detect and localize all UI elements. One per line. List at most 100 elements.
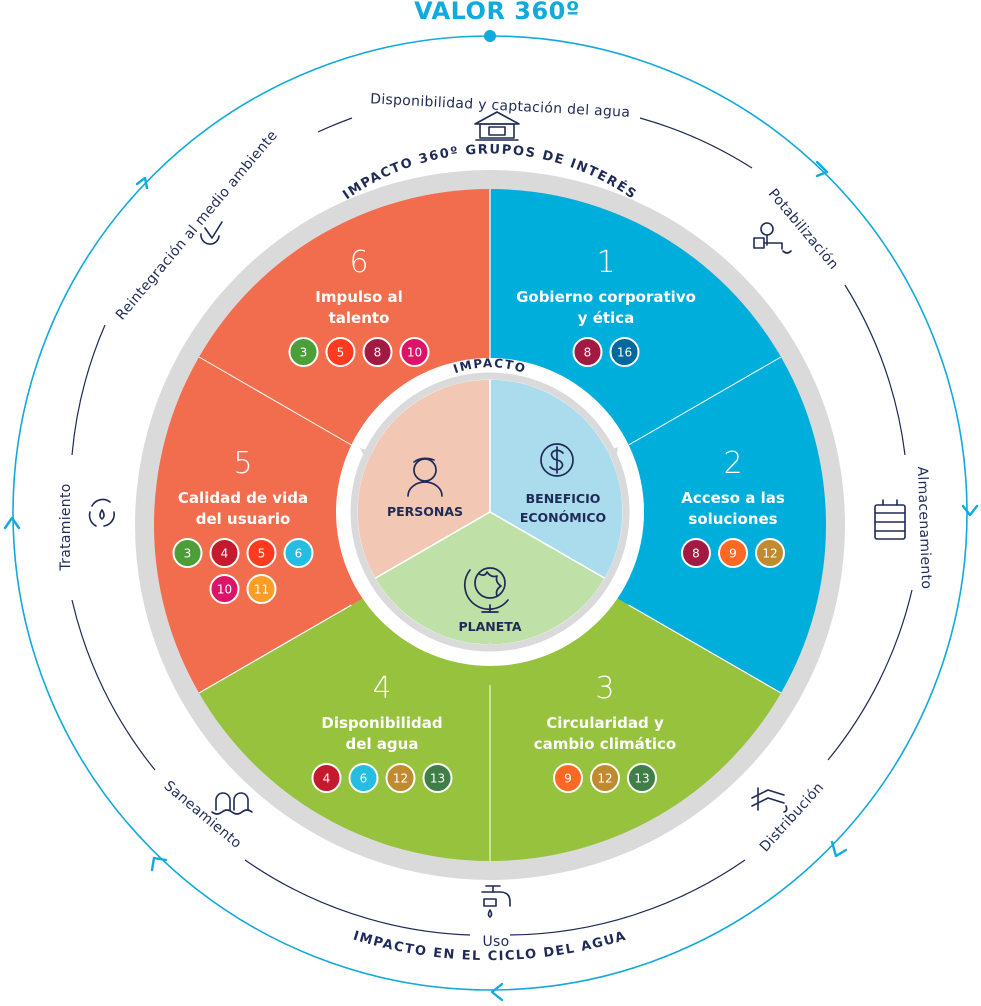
sdg-badge-number: 3 — [184, 547, 192, 561]
arrow-top-left-icon — [135, 176, 149, 190]
core-arrows — [360, 447, 618, 650]
sdg-badge-9: 9 — [718, 538, 748, 568]
sdg-badge-circle — [422, 763, 453, 793]
cycle-stage-potabilizacion: Potabilización — [765, 186, 842, 273]
sdg-badge-number: 16 — [617, 346, 632, 360]
sdg-badge-circle — [681, 538, 711, 568]
sdg-badge-number: 13 — [634, 772, 649, 786]
segment-number: 4 — [372, 671, 391, 706]
globe-icon — [463, 567, 509, 613]
arrow-top-right-icon — [815, 160, 829, 178]
recycle-icon — [88, 498, 115, 527]
sdg-badge-circle — [348, 763, 379, 793]
core-label-beneficio-1: BENEFICIO — [526, 491, 601, 506]
sdg-badge-12: 12 — [755, 538, 785, 568]
page-title: VALOR 360º — [414, 0, 580, 25]
arrow-left-icon — [3, 516, 21, 530]
arrow-right-icon — [961, 504, 979, 517]
sdg-badge-number: 8 — [692, 547, 700, 561]
cycle-stage-uso: Uso — [482, 934, 509, 950]
arrow-bottom-left-icon — [150, 856, 168, 872]
sdg-badge-6: 6 — [348, 763, 379, 793]
segment-1: 1 Gobierno corporativo y ética 8 16 — [516, 245, 696, 367]
segment-title-line2: talento — [329, 309, 390, 327]
sdg-badge-6: 6 — [283, 538, 314, 568]
segment-6: 6 Impulso al talento 3 5 8 10 — [288, 245, 430, 367]
sdg-badge-circle — [627, 763, 657, 793]
sdg-badge-16: 16 — [609, 337, 640, 367]
storage-tank-icon — [874, 499, 906, 540]
sdg-badge-4: 4 — [209, 538, 240, 568]
treatment-plant-icon — [753, 222, 792, 254]
segment-number: 6 — [349, 245, 368, 280]
segment-wedge-2 — [490, 357, 826, 693]
arc-label-inner: IMPACTO — [452, 356, 529, 376]
segment-number: 3 — [595, 671, 614, 706]
sdg-badge-number: 5 — [337, 346, 345, 360]
segment-title-line1: Calidad de vida — [178, 489, 308, 507]
core-label-planeta: PLANETA — [458, 619, 521, 634]
sdg-badge-number: 8 — [584, 346, 592, 360]
sdg-badge-number: 6 — [295, 547, 303, 561]
cycle-stage-almacenamiento: Almacenamiento — [914, 466, 934, 589]
sdg-badge-number: 4 — [221, 547, 229, 561]
sdg-badge-circle — [553, 763, 583, 793]
sdg-badge-circle — [311, 763, 342, 793]
sdg-badge-3: 3 — [288, 337, 319, 367]
segment-divider-1 — [628, 356, 782, 446]
sdg-badge-8: 8 — [362, 337, 393, 367]
segment-title-line1: Gobierno corporativo — [516, 288, 696, 306]
sdg-badge-number: 12 — [762, 547, 777, 561]
sdg-badge-9: 9 — [553, 763, 583, 793]
cycle-arrows — [3, 160, 979, 1002]
sdg-badge-circle — [362, 337, 393, 367]
sdg-badge-circle — [399, 337, 430, 367]
sdg-badge-number: 13 — [430, 772, 445, 786]
sdg-badge-circle — [590, 763, 620, 793]
sdg-badge-circle — [283, 538, 314, 568]
dollar-icon — [540, 443, 574, 477]
water-tank-icon — [474, 111, 520, 141]
sdg-badge-12: 12 — [590, 763, 620, 793]
faucet-icon — [481, 885, 511, 918]
sdg-badge-circle — [755, 538, 785, 568]
sdg-badge-number: 9 — [729, 547, 737, 561]
segment-title-line1: Disponibilidad — [321, 714, 442, 732]
sdg-badge-circle — [572, 337, 603, 367]
core-label-beneficio-2: ECONÓMICO — [520, 510, 606, 525]
person-icon — [407, 457, 443, 497]
segment-title-line2: y ética — [578, 309, 635, 327]
segment-title-line2: cambio climático — [534, 735, 677, 753]
sdg-badge-3: 3 — [172, 538, 203, 568]
sdg-badge-8: 8 — [572, 337, 603, 367]
sdg-badge-number: 10 — [407, 346, 422, 360]
segment-title-line1: Circularidad y — [546, 714, 664, 732]
segment-5: 5 Calidad de vida del usuario 3 4 5 6 10 11 — [172, 446, 314, 604]
impact-core — [356, 378, 624, 646]
sdg-badge-circle — [246, 538, 277, 568]
core-label-personas: PERSONAS — [387, 504, 463, 519]
segment-4: 4 Disponibilidad del agua 4 6 12 13 — [311, 671, 453, 793]
segment-2: 2 Acceso a las soluciones 8 9 12 — [681, 446, 785, 568]
segment-number: 5 — [233, 446, 252, 481]
sdg-badge-number: 8 — [374, 346, 382, 360]
segment-divider-main-3 — [198, 604, 352, 694]
segment-title-line2: del agua — [346, 735, 419, 753]
sdg-badge-12: 12 — [385, 763, 416, 793]
segment-title-line1: Acceso a las — [681, 489, 785, 507]
cycle-stage-tratamiento: Tratamiento — [58, 483, 74, 571]
segment-title-line1: Impulso al — [315, 288, 403, 306]
inner-cycle-ring — [71, 117, 913, 936]
cycle-stage-captacion: Disponibilidad y captación del agua — [370, 91, 631, 121]
sdg-badge-number: 6 — [360, 772, 368, 786]
sdg-badge-13: 13 — [627, 763, 657, 793]
leaf-drop-icon — [200, 221, 223, 245]
sdg-badge-number: 9 — [564, 772, 572, 786]
sdg-badge-number: 12 — [393, 772, 408, 786]
segment-wedge-5 — [153, 357, 490, 693]
sdg-badge-number: 11 — [254, 583, 269, 597]
sewer-icon — [211, 792, 253, 815]
sdg-badge-circle — [718, 538, 748, 568]
sdg-badge-circle — [325, 337, 356, 367]
